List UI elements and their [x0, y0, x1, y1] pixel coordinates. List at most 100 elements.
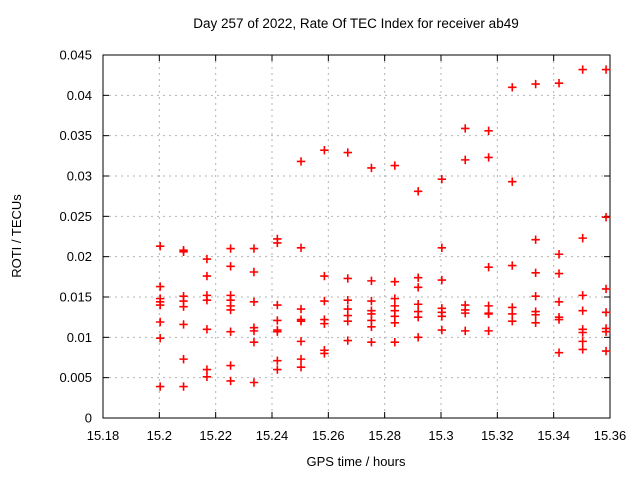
x-tick-label: 15.18 — [87, 428, 120, 443]
data-point-marker — [601, 346, 611, 356]
data-point-marker — [601, 308, 611, 317]
data-point-marker — [155, 382, 165, 391]
data-point-marker — [320, 296, 329, 306]
data-point-marker — [296, 317, 306, 326]
data-point-marker — [155, 282, 165, 291]
data-point-marker — [273, 365, 282, 374]
data-point-marker — [320, 271, 329, 281]
x-tick-label: 15.26 — [312, 428, 345, 443]
data-point-marker — [531, 235, 540, 244]
y-tick-label: 0.045 — [59, 48, 92, 63]
data-point-marker — [343, 148, 352, 157]
data-point-marker — [202, 365, 212, 374]
data-point-marker — [413, 300, 423, 309]
data-point-marker — [367, 337, 376, 347]
data-point-marker — [320, 145, 329, 155]
data-point-marker — [578, 306, 587, 315]
data-point-marker — [179, 354, 188, 364]
data-point-marker — [554, 297, 564, 307]
data-point-marker — [273, 327, 282, 336]
y-tick-label: 0.025 — [59, 209, 92, 224]
data-point-marker — [390, 161, 400, 170]
data-point-marker — [484, 326, 493, 336]
data-point-marker — [343, 274, 352, 283]
y-tick-label: 0.005 — [59, 370, 92, 385]
data-point-marker — [390, 337, 400, 347]
data-point-marker — [578, 291, 587, 300]
x-tick-label: 15.34 — [537, 428, 570, 443]
x-tick-labels: 15.18 15.2 15.22 15.24 15.26 15.28 15.3 15.32 15… — [87, 428, 627, 443]
data-point-marker — [437, 175, 447, 184]
data-point-marker — [296, 157, 306, 166]
data-point-marker — [179, 382, 188, 391]
data-point-marker — [343, 336, 352, 345]
data-point-marker — [273, 238, 282, 248]
data-point-marker — [226, 327, 235, 336]
data-point-marker — [249, 297, 259, 307]
data-point-marker — [296, 362, 306, 372]
data-point-marker — [531, 268, 540, 277]
plot-border — [102, 54, 611, 419]
data-point-marker — [508, 177, 517, 186]
data-point-marker — [226, 361, 235, 370]
y-tick-labels: 0 0.005 0.01 0.015 0.02 0.025 0.03 0.035 0.04 0.0… — [59, 48, 92, 426]
data-point-marker — [296, 304, 306, 314]
y-tick-label: 0.015 — [59, 290, 92, 305]
data-point-marker — [578, 345, 587, 354]
data-point-marker — [155, 300, 165, 310]
data-point-marker — [367, 163, 376, 173]
data-point-marker — [461, 155, 470, 165]
data-point-marker — [320, 319, 329, 328]
data-point-marker — [367, 276, 376, 286]
data-point-marker — [413, 312, 423, 322]
y-tick-label: 0.035 — [59, 128, 92, 143]
data-point-marker — [367, 322, 376, 332]
data-point-marker — [508, 309, 517, 319]
x-tick-label: 15.24 — [256, 428, 289, 443]
data-point-marker — [179, 247, 188, 257]
data-point-marker — [508, 317, 517, 326]
data-point-marker — [390, 277, 400, 286]
data-point-marker — [202, 254, 212, 264]
data-point-marker — [437, 275, 447, 285]
data-point-marker — [461, 124, 470, 133]
data-point-marker — [343, 296, 352, 305]
x-axis-label: GPS time / hours — [307, 454, 406, 469]
data-point-marker — [554, 315, 564, 324]
data-point-marker — [155, 317, 165, 327]
data-point-marker — [296, 354, 306, 364]
data-point-marker — [249, 244, 259, 253]
data-point-marker — [413, 187, 423, 196]
data-point-marker — [578, 337, 587, 346]
data-point-marker — [343, 317, 352, 326]
data-point-marker — [601, 327, 611, 336]
x-tick-label: 15.32 — [481, 428, 514, 443]
data-point-marker — [531, 318, 540, 328]
data-point-marker — [554, 348, 564, 357]
data-point-marker — [578, 65, 587, 74]
data-point-marker — [461, 308, 470, 318]
data-point-marker — [554, 79, 564, 88]
x-tick-label: 15.2 — [147, 428, 172, 443]
y-tick-label: 0.01 — [67, 330, 92, 345]
y-axis-label: ROTI / TECUs — [9, 194, 24, 278]
data-point-marker — [249, 337, 259, 347]
data-point-marker — [155, 241, 165, 251]
data-point-marker — [531, 291, 540, 301]
data-point-marker — [437, 243, 447, 252]
y-tick-label: 0.04 — [67, 88, 92, 103]
data-point-marker — [437, 312, 447, 321]
data-point-marker — [155, 333, 165, 343]
data-point-marker — [578, 233, 587, 243]
y-tick-label: 0.03 — [67, 169, 92, 184]
data-point-marker — [413, 333, 423, 342]
x-tick-label: 15.36 — [594, 428, 627, 443]
x-tick-label: 15.28 — [368, 428, 401, 443]
data-point-marker — [508, 83, 517, 92]
data-point-marker — [367, 296, 376, 306]
y-tick-label: 0.02 — [67, 249, 92, 264]
data-point-marker — [484, 126, 493, 136]
y-tick-label: 0 — [85, 411, 92, 426]
